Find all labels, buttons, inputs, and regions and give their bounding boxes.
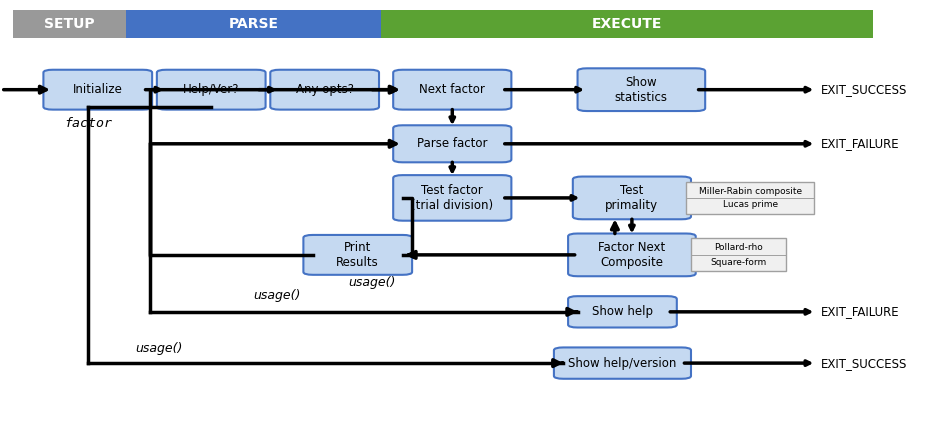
Text: EXIT_SUCCESS: EXIT_SUCCESS (821, 83, 907, 96)
FancyBboxPatch shape (568, 233, 695, 276)
Text: factor: factor (65, 117, 112, 130)
Text: Show
statistics: Show statistics (615, 76, 668, 104)
Text: Next factor: Next factor (419, 83, 485, 96)
Text: EXIT_SUCCESS: EXIT_SUCCESS (821, 356, 907, 370)
Text: Miller-Rabin composite: Miller-Rabin composite (698, 187, 802, 196)
Bar (381, 10, 873, 38)
Text: PARSE: PARSE (229, 17, 278, 31)
Text: Initialize: Initialize (73, 83, 123, 96)
Text: usage(): usage() (349, 276, 395, 289)
Text: Square-form: Square-form (711, 258, 767, 267)
Bar (12, 10, 126, 38)
Text: Test
primality: Test primality (605, 184, 658, 212)
FancyBboxPatch shape (157, 70, 266, 110)
Text: usage(): usage() (136, 342, 183, 355)
Text: Help/Ver?: Help/Ver? (183, 83, 239, 96)
Text: EXIT_FAILURE: EXIT_FAILURE (821, 137, 900, 150)
FancyBboxPatch shape (303, 235, 412, 275)
Text: SETUP: SETUP (44, 17, 95, 31)
Text: usage(): usage() (254, 289, 301, 302)
Text: EXIT_FAILURE: EXIT_FAILURE (821, 305, 900, 318)
Text: Parse factor: Parse factor (417, 137, 487, 150)
FancyBboxPatch shape (393, 175, 511, 221)
Text: Pollard-rho: Pollard-rho (713, 243, 763, 252)
Text: Test factor
(trial division): Test factor (trial division) (411, 184, 493, 212)
Bar (691, 239, 786, 271)
FancyBboxPatch shape (568, 296, 676, 328)
Text: Show help/version: Show help/version (568, 356, 676, 370)
Bar (126, 10, 381, 38)
Text: EXECUTE: EXECUTE (592, 17, 662, 31)
Text: Any opts?: Any opts? (295, 83, 353, 96)
Text: Show help: Show help (592, 305, 653, 318)
FancyBboxPatch shape (554, 347, 691, 379)
FancyBboxPatch shape (393, 125, 511, 162)
Text: Factor Next
Composite: Factor Next Composite (598, 241, 666, 269)
FancyBboxPatch shape (578, 68, 705, 111)
FancyBboxPatch shape (44, 70, 152, 110)
Bar (686, 182, 814, 214)
Text: Lucas prime: Lucas prime (723, 200, 778, 209)
FancyBboxPatch shape (393, 70, 511, 110)
Text: Print
Results: Print Results (336, 241, 379, 269)
FancyBboxPatch shape (271, 70, 379, 110)
FancyBboxPatch shape (573, 177, 691, 219)
